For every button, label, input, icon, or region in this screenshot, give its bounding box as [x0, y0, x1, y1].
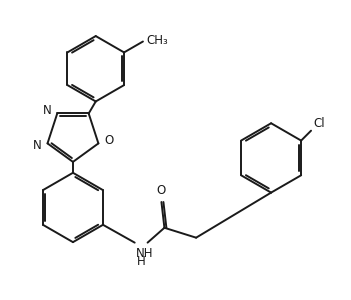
Text: NH: NH [136, 247, 153, 260]
Text: O: O [157, 184, 166, 197]
Text: N: N [42, 104, 51, 117]
Text: CH₃: CH₃ [146, 34, 168, 47]
Text: Cl: Cl [313, 117, 325, 130]
Text: H: H [137, 254, 146, 268]
Text: N: N [33, 139, 41, 152]
Text: O: O [104, 134, 114, 147]
